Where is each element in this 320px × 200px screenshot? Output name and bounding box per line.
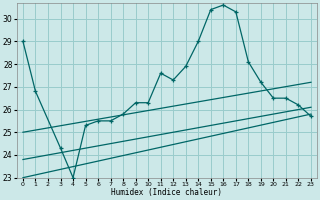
X-axis label: Humidex (Indice chaleur): Humidex (Indice chaleur) xyxy=(111,188,222,197)
